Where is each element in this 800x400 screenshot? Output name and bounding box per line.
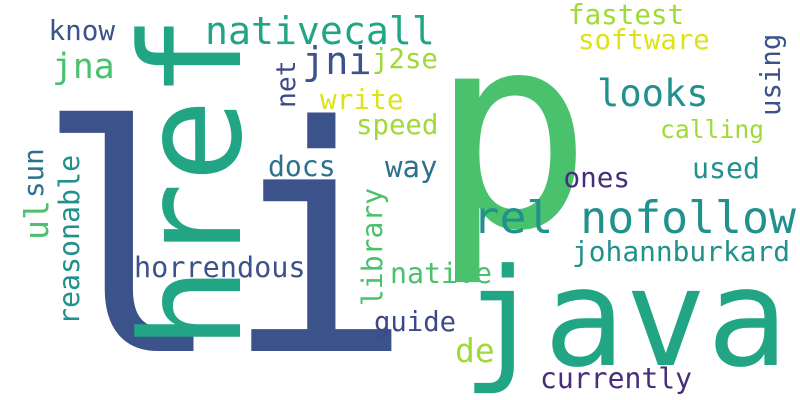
- word-java: java: [462, 239, 789, 397]
- word-used: used: [692, 152, 761, 185]
- word-software: software: [578, 24, 710, 56]
- word-speed: speed: [356, 109, 439, 141]
- word-write: write: [320, 83, 404, 116]
- word-know: know: [48, 14, 116, 47]
- word-rel-nofollow: rel nofollow: [472, 190, 796, 244]
- word-href: href: [111, 14, 273, 350]
- word-ul: ul: [16, 199, 56, 240]
- word-native: native: [390, 257, 493, 290]
- word-net: net: [272, 60, 302, 108]
- word-nativecall: nativecall: [205, 10, 435, 54]
- word-horrendous: horrendous: [134, 250, 306, 284]
- word-reasonable: reasonable: [53, 154, 86, 325]
- word-fastest: fastest: [568, 0, 685, 31]
- word-j2se: j2se: [372, 43, 438, 75]
- word-de: de: [455, 330, 495, 370]
- word-way: way: [385, 149, 438, 184]
- word-li: li: [35, 61, 414, 400]
- word-guide: guide: [374, 306, 457, 338]
- word-library: library: [356, 187, 389, 306]
- word-calling: calling: [660, 114, 765, 144]
- word-docs: docs: [268, 150, 336, 183]
- word-johannburkard: johannburkard: [572, 235, 791, 268]
- word-using: using: [755, 33, 787, 116]
- word-sun: sun: [18, 148, 50, 198]
- word-p: p: [430, 0, 593, 290]
- word-currently: currently: [540, 362, 693, 395]
- word-ones: ones: [563, 161, 631, 194]
- word-looks: looks: [597, 71, 709, 115]
- word-jna: jna: [52, 46, 115, 87]
- word-jni: jni: [302, 38, 372, 84]
